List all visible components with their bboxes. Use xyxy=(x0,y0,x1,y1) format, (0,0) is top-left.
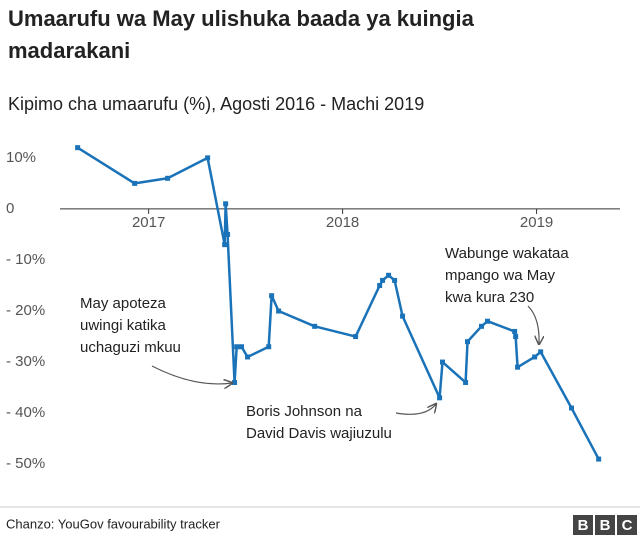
annotation: Wabunge wakataa mpango wa May kwa kura 230 xyxy=(445,245,569,306)
data-point xyxy=(485,318,491,324)
x-tick-label: 2018 xyxy=(326,214,359,231)
data-point xyxy=(205,155,211,161)
logo-box xyxy=(595,515,615,535)
data-point xyxy=(225,231,231,237)
data-point xyxy=(380,277,386,283)
y-tick-label: 10% xyxy=(6,149,36,166)
chart-title: Umaarufu wa May ulishuka baada ya kuingi… xyxy=(8,6,475,31)
data-line xyxy=(76,146,600,460)
data-point xyxy=(266,344,272,350)
y-tick-label: 0 xyxy=(6,200,14,217)
data-point xyxy=(532,354,538,360)
data-point xyxy=(223,201,229,207)
data-point xyxy=(478,323,484,329)
data-point xyxy=(400,313,406,319)
x-tick-label: 2017 xyxy=(132,214,165,231)
annotation-arrow xyxy=(395,404,436,415)
data-point xyxy=(239,344,245,350)
data-point xyxy=(222,242,228,248)
logo-letter: C xyxy=(622,517,633,534)
data-point xyxy=(538,349,544,355)
data-point xyxy=(437,395,443,401)
data-point xyxy=(596,456,602,462)
data-point xyxy=(245,354,251,360)
annotation-arrow xyxy=(527,305,539,344)
data-point xyxy=(132,180,138,186)
data-point xyxy=(234,344,240,350)
data-point xyxy=(269,293,275,299)
data-point xyxy=(512,328,518,334)
logo-box xyxy=(617,515,637,535)
annotation: Boris Johnson na David Davis wajiuzulu xyxy=(246,403,392,442)
logo-box xyxy=(573,515,593,535)
data-point xyxy=(515,364,521,370)
y-tick-label: - 10% xyxy=(6,251,45,268)
data-point xyxy=(569,405,575,411)
source: Chanzo: YouGov favourability tracker xyxy=(6,516,221,531)
data-point xyxy=(465,339,471,345)
plot-area: 10% 0 - 10% - 20% - 30% - 40% - 50% 2017 2018 201… xyxy=(6,145,620,472)
data-point xyxy=(463,379,469,385)
chart-title: madarakani xyxy=(8,38,130,63)
x-tick-label: 2019 xyxy=(520,214,553,231)
logo-letter: B xyxy=(600,517,611,534)
y-tick-label: - 40% xyxy=(6,404,45,421)
annotation: May apoteza uwingi katika uchaguzi mkuu xyxy=(80,295,181,356)
data-point xyxy=(440,359,446,365)
logo-letter: B xyxy=(578,517,589,534)
y-tick-label: - 30% xyxy=(6,353,45,370)
data-point xyxy=(386,272,392,278)
data-point xyxy=(312,323,318,329)
data-point xyxy=(353,334,359,340)
annotation-arrow xyxy=(151,365,232,384)
data-point xyxy=(75,145,81,151)
data-point xyxy=(392,277,398,283)
data-point xyxy=(276,308,282,314)
chart-subtitle: Kipimo cha umaarufu (%), Agosti 2016 - M… xyxy=(8,94,424,114)
data-point xyxy=(513,334,519,340)
data-point xyxy=(377,282,383,288)
data-point xyxy=(165,175,171,181)
y-tick-label: - 20% xyxy=(6,302,45,319)
data-point xyxy=(232,379,238,385)
y-tick-label: - 50% xyxy=(6,455,45,472)
